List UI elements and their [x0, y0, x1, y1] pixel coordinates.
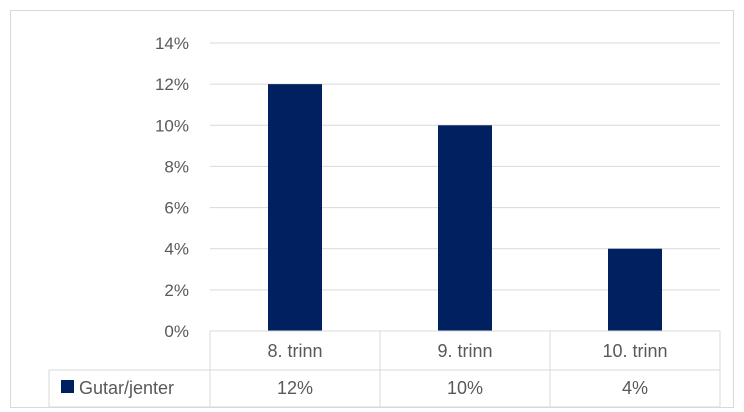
y-tick-label: 10% [155, 116, 189, 135]
bar [608, 248, 662, 331]
bar [268, 84, 322, 332]
y-tick-label: 14% [155, 34, 189, 53]
data-table-value: 10% [447, 378, 483, 398]
x-category-label: 10. trinn [602, 341, 667, 361]
y-tick-label: 12% [155, 75, 189, 94]
y-tick-label: 6% [164, 199, 189, 218]
bars [268, 84, 662, 332]
y-tick-label: 0% [164, 322, 189, 341]
data-table-value: 12% [277, 378, 313, 398]
y-tick-label: 2% [164, 281, 189, 300]
data-table-value: 4% [622, 378, 648, 398]
y-tick-label: 8% [164, 157, 189, 176]
bar [438, 125, 492, 332]
data-table-text: 8. trinn 9. trinn 10. trinn Gutar/jenter 12%… [61, 341, 668, 398]
legend-series-label: Gutar/jenter [79, 378, 174, 398]
data-table-lines [48, 330, 721, 408]
x-category-label: 9. trinn [437, 341, 492, 361]
y-tick-label: 4% [164, 240, 189, 259]
x-category-label: 8. trinn [267, 341, 322, 361]
y-axis-tick-labels: 0% 2% 4% 6% 8% 10% 12% 14% [155, 34, 189, 341]
legend-key [61, 380, 74, 393]
